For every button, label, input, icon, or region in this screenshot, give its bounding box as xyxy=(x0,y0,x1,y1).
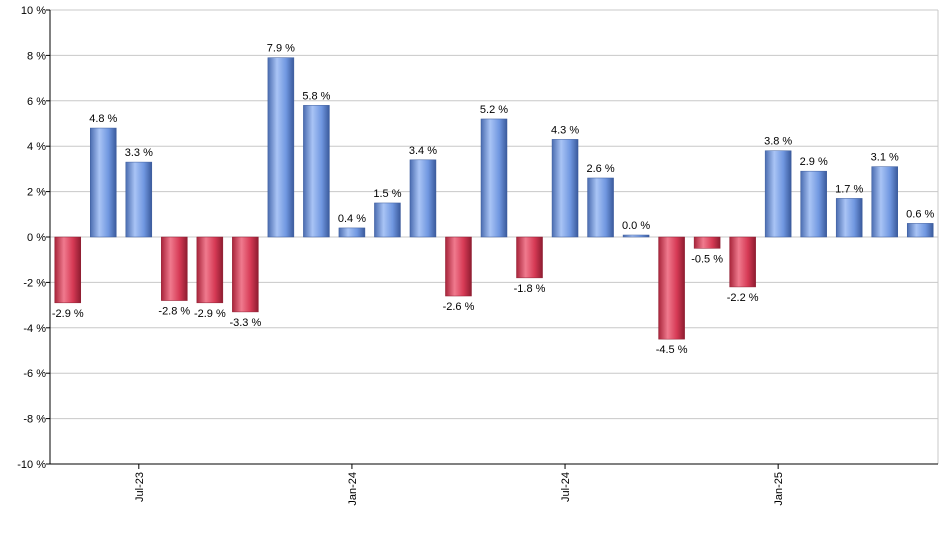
data-label: 7.9 % xyxy=(267,43,295,55)
bar xyxy=(729,236,756,288)
data-label: 2.9 % xyxy=(800,156,828,168)
bar xyxy=(516,236,543,279)
x-tick-label: Jan-24 xyxy=(347,472,359,506)
x-axis-tick-labels: Jul-23 Jan-24 Jul-24 Jan-25 xyxy=(134,472,785,506)
data-label: 3.3 % xyxy=(125,147,153,159)
bar xyxy=(835,198,863,238)
bar xyxy=(906,223,934,238)
data-label: 4.3 % xyxy=(551,124,579,136)
y-tick-label: -6 % xyxy=(23,368,46,380)
y-tick-label: -2 % xyxy=(23,277,46,289)
y-tick-label: 2 % xyxy=(27,187,46,199)
bar xyxy=(587,177,614,238)
data-label: -2.2 % xyxy=(727,292,759,304)
bar xyxy=(480,118,508,238)
bar xyxy=(232,236,259,313)
data-label: 2.6 % xyxy=(586,163,614,175)
bar xyxy=(54,236,82,304)
data-label: -2.9 % xyxy=(52,308,84,320)
data-label: 3.1 % xyxy=(871,152,899,164)
y-axis-tick-labels: 10 % 8 % 6 % 4 % 2 % 0 % -2 % -4 % -6 % -8 % -10 % xyxy=(17,5,46,471)
bar xyxy=(374,202,401,238)
data-label: 1.7 % xyxy=(835,183,863,195)
x-tick-label: Jul-24 xyxy=(560,472,572,502)
data-label: 3.8 % xyxy=(764,136,792,148)
bar xyxy=(693,236,721,249)
data-label: 0.6 % xyxy=(906,208,934,220)
y-tick-label: -8 % xyxy=(23,414,46,426)
data-label: -3.3 % xyxy=(229,317,261,329)
y-tick-label: 6 % xyxy=(27,96,46,108)
data-label: 1.5 % xyxy=(373,188,401,200)
bar xyxy=(445,236,472,297)
bar xyxy=(338,227,366,238)
bar xyxy=(161,236,188,301)
y-tick-label: 8 % xyxy=(27,50,46,62)
data-label: 5.2 % xyxy=(480,104,508,116)
data-label: 0.0 % xyxy=(622,220,650,232)
axes xyxy=(46,9,938,469)
data-label: 5.8 % xyxy=(302,90,330,102)
data-label: 3.4 % xyxy=(409,145,437,157)
bar xyxy=(622,234,650,238)
bar xyxy=(871,166,898,238)
y-tick-label: 4 % xyxy=(27,141,46,153)
data-label: -1.8 % xyxy=(514,283,546,295)
bar xyxy=(196,236,224,304)
x-tick-label: Jul-23 xyxy=(134,472,146,502)
data-label: -0.5 % xyxy=(691,253,723,265)
bar xyxy=(267,57,295,238)
bars xyxy=(54,57,934,340)
data-label: 0.4 % xyxy=(338,213,366,225)
y-tick-label: 0 % xyxy=(27,232,46,244)
x-tick-label: Jan-25 xyxy=(773,472,785,506)
bar xyxy=(551,139,579,238)
data-label: -2.8 % xyxy=(158,306,190,318)
data-label: 4.8 % xyxy=(89,113,117,125)
data-label: -2.6 % xyxy=(443,301,475,313)
bar xyxy=(303,105,330,238)
bar xyxy=(90,127,117,238)
bar xyxy=(658,236,685,340)
data-labels: -2.9 %4.8 %3.3 %-2.8 % -2.9 %-3.3 %7.9 %5… xyxy=(52,43,935,356)
y-tick-label: 10 % xyxy=(21,5,46,17)
bar xyxy=(409,159,437,238)
y-tick-label: -4 % xyxy=(23,323,46,335)
bar xyxy=(125,161,153,238)
bar xyxy=(800,170,827,238)
y-tick-label: -10 % xyxy=(17,459,46,471)
bar xyxy=(764,150,792,238)
data-label: -4.5 % xyxy=(656,344,688,356)
data-label: -2.9 % xyxy=(194,308,226,320)
